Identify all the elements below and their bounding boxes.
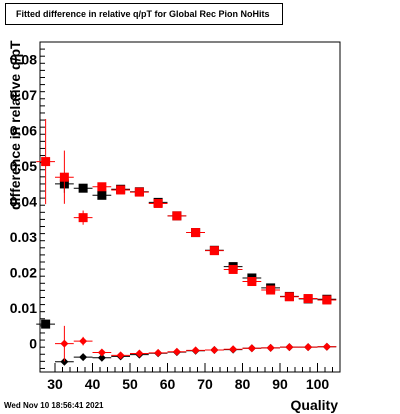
data-point <box>191 228 201 238</box>
data-point <box>134 187 144 197</box>
data-point <box>322 295 332 305</box>
data-point <box>172 347 181 356</box>
chart-title: Fitted difference in relative q/pT for G… <box>5 3 283 25</box>
y-axis-label: difference in relative q/pT <box>7 40 23 210</box>
data-point <box>97 348 106 357</box>
data-point <box>78 183 88 193</box>
y-tick-label-5: 0.05 <box>10 158 37 174</box>
data-point <box>78 213 88 223</box>
x-axis-label: Quality <box>291 397 339 413</box>
y-tick-label-6: 0.06 <box>10 123 37 139</box>
x-tick-label-5: 80 <box>235 376 251 392</box>
x-tick-label-4: 70 <box>197 376 213 392</box>
data-point <box>60 339 69 348</box>
y-tick-label-0: 0 <box>29 336 37 352</box>
data-point <box>97 353 106 362</box>
timestamp: Wed Nov 10 18:56:41 2021 <box>4 401 104 410</box>
data-point <box>60 357 69 366</box>
data-point <box>209 246 219 256</box>
series-3 <box>55 325 337 362</box>
data-point <box>266 343 275 352</box>
data-point <box>79 353 88 362</box>
axes: 30 40 50 60 70 80 90 100 0 0.01 0.02 0.03 0.04 0.05 0.… <box>10 41 341 392</box>
x-tick-label-1: 40 <box>85 376 101 392</box>
data-point <box>303 294 313 304</box>
data-point <box>97 182 107 192</box>
data-point <box>284 292 294 302</box>
data-point <box>172 211 182 221</box>
y-tick-label-8: 0.08 <box>10 52 37 68</box>
series-1 <box>36 119 337 305</box>
data-point <box>59 172 69 182</box>
data-point <box>304 343 313 352</box>
data-point <box>153 198 163 208</box>
y-tick-label-4: 0.04 <box>10 194 37 210</box>
y-tick-label-7: 0.07 <box>10 87 37 103</box>
data-point <box>210 346 219 354</box>
x-tick-label-3: 60 <box>160 376 176 392</box>
data-point <box>154 348 163 357</box>
data-marks <box>36 119 337 366</box>
data-point <box>228 264 238 274</box>
data-point <box>97 190 107 200</box>
data-point <box>79 337 88 346</box>
data-point <box>322 342 331 351</box>
x-tick-label-6: 90 <box>272 376 288 392</box>
plot-frame <box>39 41 341 373</box>
y-tick-label-2: 0.02 <box>10 265 37 281</box>
data-point <box>266 285 276 295</box>
data-point <box>247 344 256 353</box>
data-point <box>135 349 144 358</box>
y-tick-label-3: 0.03 <box>10 229 37 245</box>
data-point <box>116 351 125 360</box>
y-tick-label-1: 0.01 <box>10 300 37 316</box>
data-point <box>41 157 51 167</box>
data-point <box>229 345 238 354</box>
x-tick-label-0: 30 <box>47 376 63 392</box>
x-tick-label-2: 50 <box>122 376 138 392</box>
data-point <box>285 343 294 352</box>
data-point <box>191 346 200 355</box>
x-tick-label-7: 100 <box>306 376 330 392</box>
data-point <box>41 319 51 329</box>
data-point <box>116 185 126 195</box>
data-point <box>247 277 257 287</box>
